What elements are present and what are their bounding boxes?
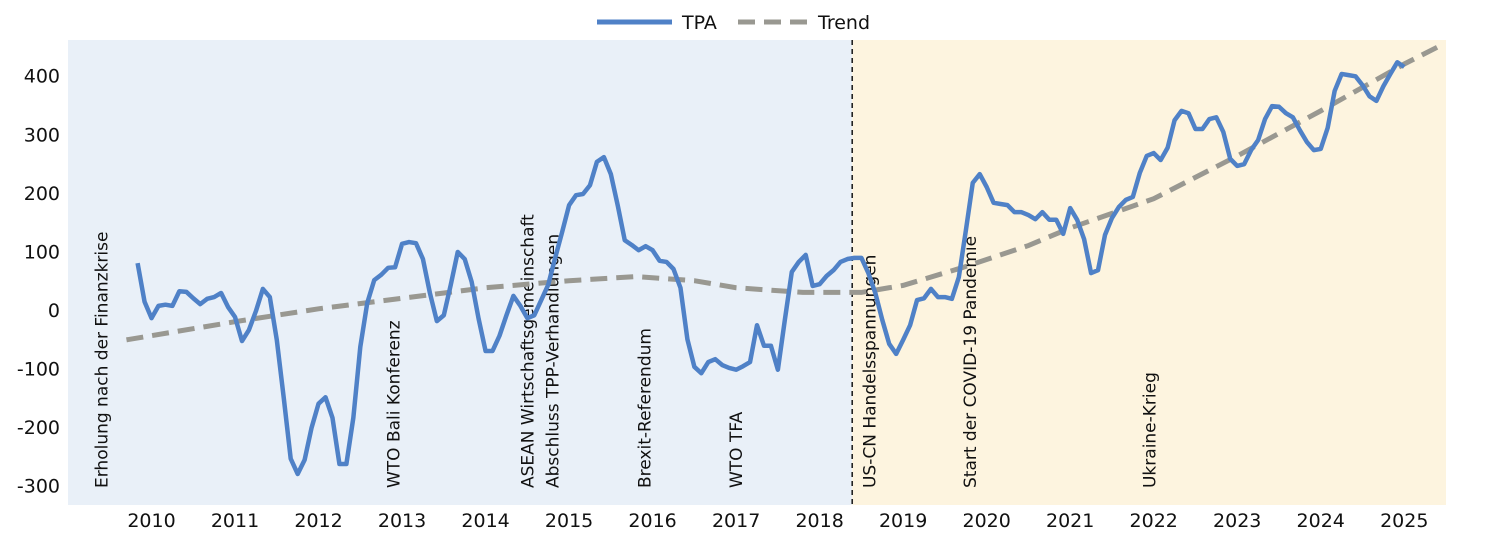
x-tick-label: 2012 xyxy=(294,510,342,532)
y-axis: 400 300 200 100 0 -100 -200 -300 xyxy=(17,66,60,498)
legend-tpa-label: TPA xyxy=(681,12,717,34)
annotation-label: WTO Bali Konferenz xyxy=(385,320,405,488)
x-tick-label: 2022 xyxy=(1130,510,1178,532)
x-tick-label: 2025 xyxy=(1380,510,1428,532)
x-tick-label: 2023 xyxy=(1213,510,1261,532)
y-tick-label: 400 xyxy=(24,66,60,88)
x-axis: 2010 2011 2012 2013 2014 2015 2016 2017 2018 2019… xyxy=(127,510,1428,532)
y-tick-label: -300 xyxy=(17,476,60,498)
series-lines xyxy=(126,44,1439,477)
annotation-label: Abschluss TPP-Verhandlungen xyxy=(543,234,563,488)
x-tick-label: 2024 xyxy=(1297,510,1345,532)
x-tick-label: 2013 xyxy=(378,510,426,532)
y-tick-label: 0 xyxy=(48,300,60,322)
legend: TPA Trend xyxy=(597,12,870,34)
y-tick-label: 100 xyxy=(24,241,60,263)
annotation-label: WTO TFA xyxy=(727,411,747,488)
y-tick-label: -200 xyxy=(17,417,60,439)
x-tick-label: 2018 xyxy=(795,510,843,532)
x-tick-label: 2021 xyxy=(1046,510,1094,532)
tpa-line xyxy=(135,60,1406,477)
background-regions xyxy=(68,40,1446,505)
x-tick-label: 2011 xyxy=(211,510,259,532)
y-tick-label: 300 xyxy=(24,124,60,146)
annotation-label: Start der COVID-19 Pandemie xyxy=(961,236,981,488)
legend-trend-label: Trend xyxy=(817,12,870,34)
x-tick-label: 2014 xyxy=(461,510,509,532)
x-tick-label: 2016 xyxy=(628,510,676,532)
x-tick-label: 2015 xyxy=(545,510,593,532)
region-0 xyxy=(68,40,853,505)
y-tick-label: 200 xyxy=(24,183,60,205)
x-tick-label: 2019 xyxy=(879,510,927,532)
annotation-label: Brexit-Referendum xyxy=(635,328,655,488)
x-tick-label: 2017 xyxy=(712,510,760,532)
y-tick-label: -100 xyxy=(17,359,60,381)
x-tick-label: 2020 xyxy=(962,510,1010,532)
annotation-label: Erholung nach der Finanzkrise xyxy=(92,232,112,488)
annotation-label: US-CN Handelsspannungen xyxy=(861,255,881,488)
annotation-label: ASEAN Wirtschaftsgemeinschaft xyxy=(518,214,538,488)
annotation-label: Ukraine-Krieg xyxy=(1141,372,1161,488)
trend-line xyxy=(126,44,1439,343)
x-tick-label: 2010 xyxy=(127,510,175,532)
